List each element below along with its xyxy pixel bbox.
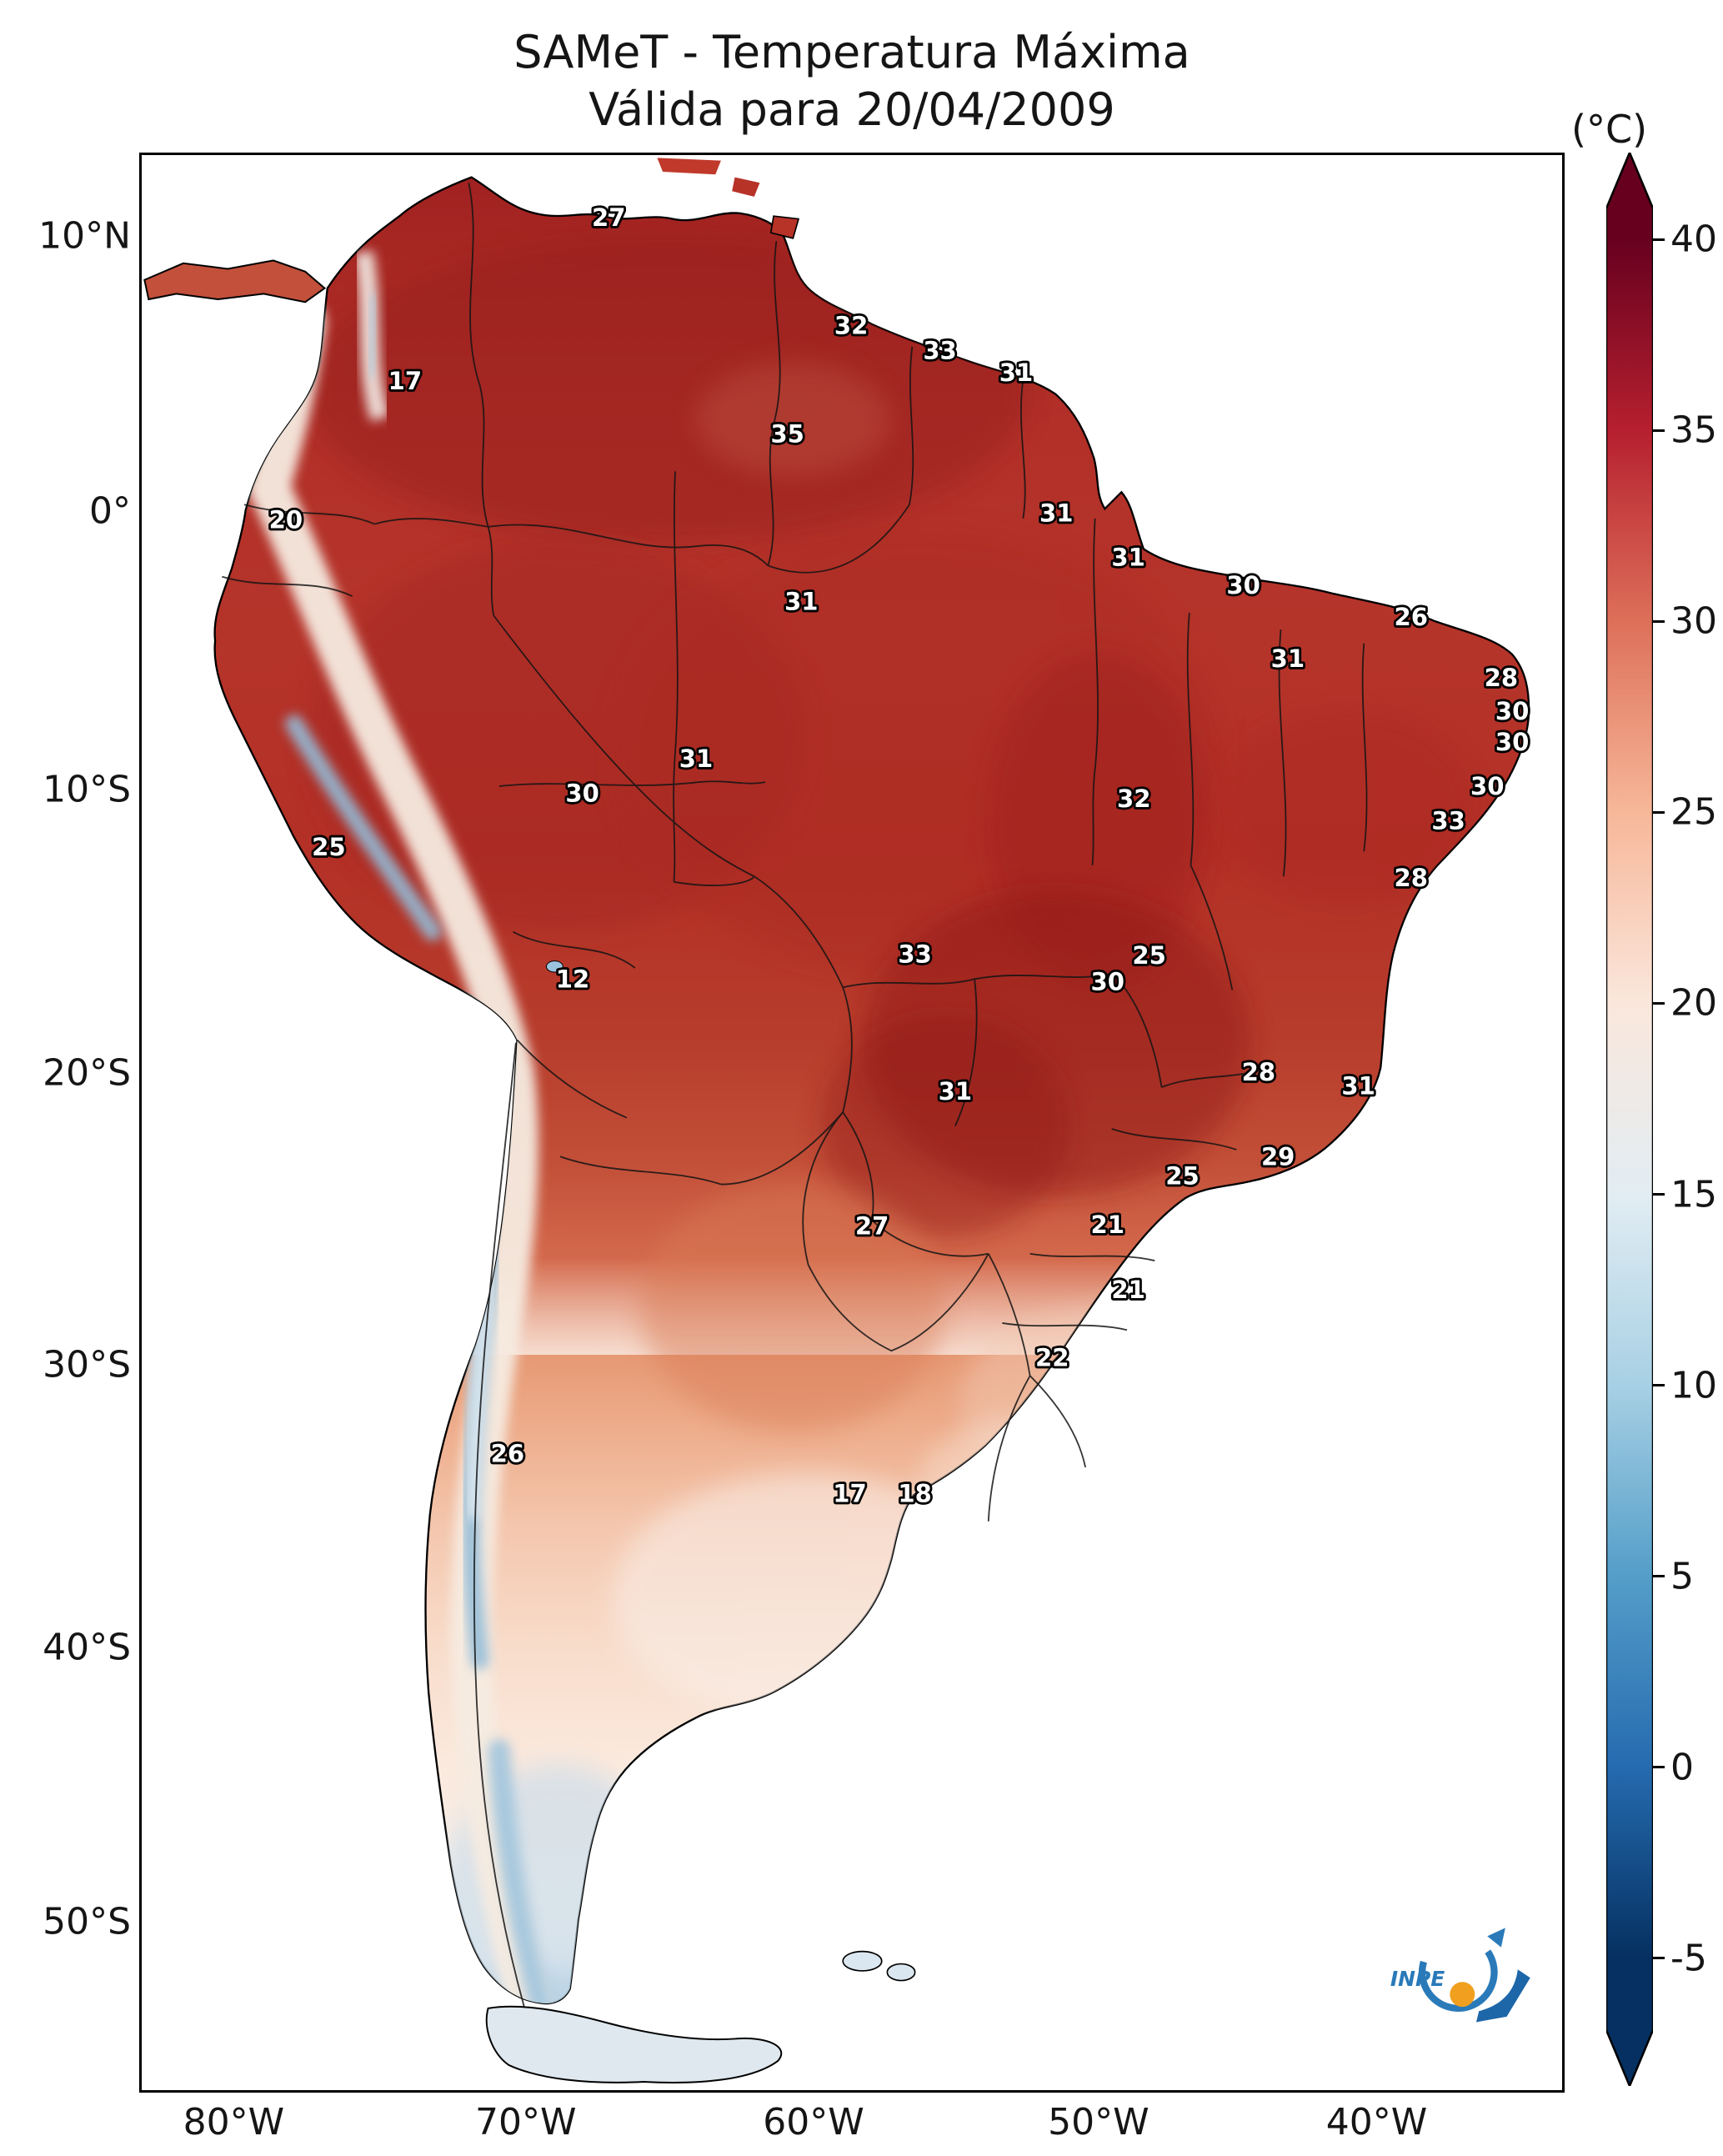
colorbar-tick-label: 0 — [1670, 1746, 1694, 1789]
falkland-island — [842, 1950, 883, 1972]
temperature-label: 26 — [491, 1439, 524, 1467]
lon-tick-label: 40°W — [1325, 2101, 1428, 2143]
temperature-label: 17 — [833, 1480, 866, 1508]
lat-tick-label: 20°S — [43, 1051, 131, 1095]
colorbar-tickmark — [1653, 1193, 1665, 1196]
temperature-label: 25 — [312, 833, 345, 861]
caribbean-island — [732, 177, 760, 197]
temperature-label: 20 — [269, 506, 303, 534]
title-line-2: Válida para 20/04/2009 — [589, 83, 1115, 137]
colorbar-tickmark — [1653, 1575, 1665, 1578]
colorbar-tickmark — [1653, 810, 1665, 814]
temperature-label: 32 — [834, 312, 868, 340]
temperature-label: 22 — [1035, 1344, 1069, 1372]
lon-tick-label: 70°W — [474, 2101, 577, 2143]
temperature-label: 33 — [923, 337, 956, 365]
colorbar-gradient-bar — [1606, 153, 1653, 2086]
lat-tick-label: 10°S — [43, 768, 131, 811]
temperature-label: 26 — [1395, 603, 1428, 631]
map-plot-area: 27 17 32 33 31 35 20 31 31 31 30 26 31 28 30 30 30 33 31 30… — [139, 153, 1565, 2093]
colorbar-tickmark — [1653, 1766, 1665, 1769]
colorbar-tick-label: -5 — [1670, 1937, 1707, 1980]
temperature-label: 33 — [1431, 807, 1465, 835]
colorbar-tick-label: 25 — [1670, 790, 1717, 834]
colorbar-svg — [1606, 153, 1653, 2086]
colorbar-tickmark — [1653, 619, 1665, 623]
inpe-logo-text: INPE — [1390, 1967, 1445, 1991]
lon-tick-label: 80°W — [183, 2101, 285, 2143]
temperature-label: 30 — [1495, 697, 1529, 725]
colorbar-units-label: (°C) — [1571, 107, 1648, 152]
lon-tick-label: 60°W — [763, 2101, 864, 2143]
colorbar-tick-label: 5 — [1670, 1555, 1694, 1598]
temperature-label: 31 — [784, 588, 818, 616]
colorbar-tick-label: 20 — [1670, 981, 1717, 1025]
temperature-label: 30 — [1495, 728, 1529, 756]
chart-title: SAMeT - Temperatura Máxima Válida para 2… — [139, 23, 1565, 138]
temperature-label: 25 — [1165, 1162, 1199, 1191]
temperature-label: 31 — [1271, 644, 1305, 673]
falkland-island — [886, 1963, 916, 1982]
lat-tick-label: 10°N — [38, 214, 131, 258]
temperature-label: 21 — [1090, 1211, 1124, 1239]
lat-tick-label: 40°S — [43, 1626, 131, 1669]
lat-tick-label: 30°S — [43, 1343, 131, 1386]
inpe-orange-dot — [1450, 1982, 1475, 2008]
lat-tick-label: 0° — [89, 489, 131, 533]
temperature-label: 28 — [1395, 864, 1428, 892]
lon-tick-label: 50°W — [1048, 2101, 1150, 2143]
south-america-map: 2717323331352031313130263128303030333130… — [143, 158, 1531, 2083]
lat-tick-label: 50°S — [43, 1900, 131, 1943]
colorbar-tickmark — [1653, 238, 1665, 241]
temperature-label: 31 — [999, 358, 1033, 387]
temperature-label: 30 — [1090, 968, 1124, 996]
temperature-label: 17 — [388, 367, 422, 395]
colorbar-tickmark — [1653, 429, 1665, 432]
temperature-label: 21 — [1111, 1276, 1144, 1304]
colorbar-tick-label: 40 — [1670, 218, 1717, 261]
colorbar-tick-label: 10 — [1670, 1364, 1717, 1407]
country-borders — [222, 183, 1368, 2008]
temperature-label: 31 — [1039, 499, 1073, 527]
trinidad-island — [769, 215, 800, 239]
temperature-label: 12 — [556, 965, 589, 993]
colorbar-tick-label: 15 — [1670, 1173, 1717, 1216]
tierra-del-fuego — [485, 2005, 783, 2083]
islands — [143, 158, 916, 2083]
colorbar-tickmark — [1653, 1001, 1665, 1005]
inpe-logo: INPE — [1390, 1928, 1530, 2023]
temperature-label: 31 — [1111, 543, 1144, 571]
temperature-label: 29 — [1261, 1142, 1295, 1171]
temperature-label: 27 — [592, 203, 625, 232]
inpe-orbit-ring — [1418, 1933, 1498, 2012]
temperature-label: 30 — [1226, 571, 1260, 599]
caribbean-island — [657, 158, 721, 175]
temperature-label: 31 — [679, 745, 713, 773]
temperature-label: 28 — [1485, 664, 1518, 692]
temperature-label: 28 — [1242, 1058, 1275, 1086]
temperature-label: 35 — [770, 419, 804, 448]
temperature-label: 33 — [898, 940, 931, 968]
andes-band — [247, 300, 585, 2004]
inpe-arrowhead — [1487, 1928, 1505, 1948]
colorbar-tickmark — [1653, 1384, 1665, 1387]
colorbar-tick-label: 35 — [1670, 409, 1717, 452]
temperature-label: 25 — [1132, 941, 1165, 970]
temperature-label: 27 — [855, 1211, 889, 1240]
temperature-label: 31 — [939, 1077, 972, 1106]
title-line-1: SAMeT - Temperatura Máxima — [513, 26, 1190, 78]
temperature-label: 31 — [1341, 1071, 1375, 1100]
colorbar — [1606, 153, 1653, 2086]
panama-strip — [143, 259, 327, 303]
lake-titicaca — [545, 960, 563, 973]
temperature-label: 18 — [898, 1480, 931, 1508]
temperature-labels: 2717323331352031313130263128303030333130… — [267, 201, 1531, 1510]
colorbar-tickmark — [1653, 1957, 1665, 1960]
inpe-swoosh-arrow — [1475, 1969, 1530, 2023]
temperature-label: 32 — [1117, 785, 1150, 813]
temperature-label: 30 — [1470, 772, 1504, 800]
colorbar-tick-label: 30 — [1670, 599, 1717, 643]
temperature-label: 30 — [565, 779, 599, 807]
